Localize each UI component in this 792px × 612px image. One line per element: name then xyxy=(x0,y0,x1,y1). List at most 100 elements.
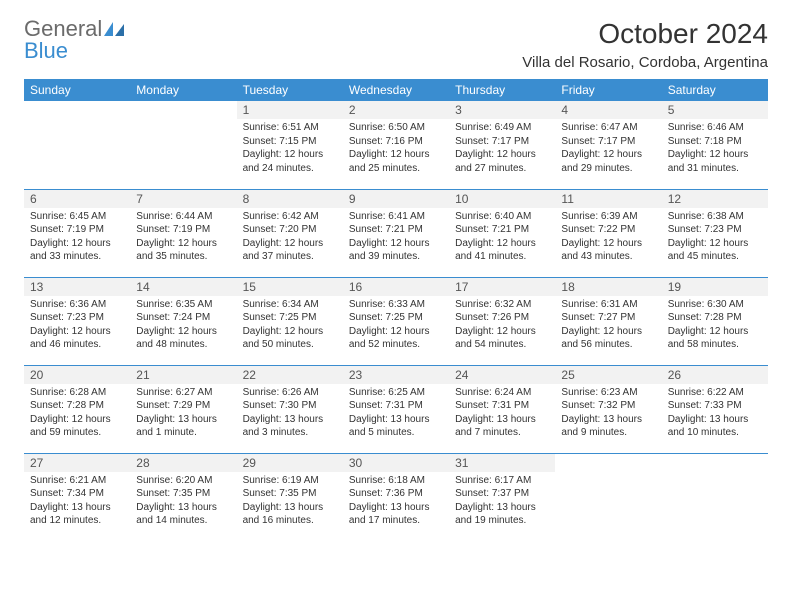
day-details: Sunrise: 6:23 AMSunset: 7:32 PMDaylight:… xyxy=(561,386,655,440)
weekday-header: Wednesday xyxy=(343,79,449,101)
calendar-cell: 15Sunrise: 6:34 AMSunset: 7:25 PMDayligh… xyxy=(237,277,343,365)
weekday-header: Monday xyxy=(130,79,236,101)
calendar-cell: 26Sunrise: 6:22 AMSunset: 7:33 PMDayligh… xyxy=(662,365,768,453)
day-details: Sunrise: 6:18 AMSunset: 7:36 PMDaylight:… xyxy=(349,474,443,528)
day-number: 11 xyxy=(555,190,661,208)
day-details: Sunrise: 6:51 AMSunset: 7:15 PMDaylight:… xyxy=(243,121,337,175)
calendar-cell: 2 Sunrise: 6:50 AMSunset: 7:16 PMDaylight… xyxy=(343,101,449,189)
day-details: Sunrise: 6:31 AMSunset: 7:27 PMDaylight:… xyxy=(561,298,655,352)
day-details: Sunrise: 6:40 AMSunset: 7:21 PMDaylight:… xyxy=(455,210,549,264)
calendar-cell: 11 Sunrise: 6:39 AMSunset: 7:22 PMDayligh… xyxy=(555,189,661,277)
day-number: 6 xyxy=(24,190,130,208)
day-number: 28 xyxy=(130,454,236,472)
calendar-week-row: 13Sunrise: 6:36 AMSunset: 7:23 PMDayligh… xyxy=(24,277,768,365)
day-details: Sunrise: 6:32 AMSunset: 7:26 PMDaylight:… xyxy=(455,298,549,352)
day-details: Sunrise: 6:19 AMSunset: 7:35 PMDaylight:… xyxy=(243,474,337,528)
day-details: Sunrise: 6:17 AMSunset: 7:37 PMDaylight:… xyxy=(455,474,549,528)
day-details: Sunrise: 6:41 AMSunset: 7:21 PMDaylight:… xyxy=(349,210,443,264)
day-details: Sunrise: 6:20 AMSunset: 7:35 PMDaylight:… xyxy=(136,474,230,528)
day-number: 12 xyxy=(662,190,768,208)
calendar-table: SundayMondayTuesdayWednesdayThursdayFrid… xyxy=(24,79,768,541)
day-details: Sunrise: 6:35 AMSunset: 7:24 PMDaylight:… xyxy=(136,298,230,352)
day-number: 22 xyxy=(237,366,343,384)
day-number: 7 xyxy=(130,190,236,208)
weekday-header: Thursday xyxy=(449,79,555,101)
day-number: 13 xyxy=(24,278,130,296)
day-number: 23 xyxy=(343,366,449,384)
day-number: 16 xyxy=(343,278,449,296)
day-details: Sunrise: 6:26 AMSunset: 7:30 PMDaylight:… xyxy=(243,386,337,440)
calendar-cell xyxy=(130,101,236,189)
weekday-header: Saturday xyxy=(662,79,768,101)
calendar-cell xyxy=(24,101,130,189)
calendar-cell: 12 Sunrise: 6:38 AMSunset: 7:23 PMDayligh… xyxy=(662,189,768,277)
day-details: Sunrise: 6:39 AMSunset: 7:22 PMDaylight:… xyxy=(561,210,655,264)
day-details: Sunrise: 6:50 AMSunset: 7:16 PMDaylight:… xyxy=(349,121,443,175)
calendar-cell: 13Sunrise: 6:36 AMSunset: 7:23 PMDayligh… xyxy=(24,277,130,365)
calendar-cell: 8 Sunrise: 6:42 AMSunset: 7:20 PMDaylight… xyxy=(237,189,343,277)
calendar-cell: 14 Sunrise: 6:35 AMSunset: 7:24 PMDayligh… xyxy=(130,277,236,365)
day-number: 5 xyxy=(662,101,768,119)
day-details: Sunrise: 6:47 AMSunset: 7:17 PMDaylight:… xyxy=(561,121,655,175)
calendar-cell: 6 Sunrise: 6:45 AMSunset: 7:19 PMDaylight… xyxy=(24,189,130,277)
day-details: Sunrise: 6:27 AMSunset: 7:29 PMDaylight:… xyxy=(136,386,230,440)
calendar-cell: 31Sunrise: 6:17 AMSunset: 7:37 PMDayligh… xyxy=(449,453,555,541)
calendar-week-row: 20 Sunrise: 6:28 AMSunset: 7:28 PMDayligh… xyxy=(24,365,768,453)
day-number: 18 xyxy=(555,278,661,296)
day-details: Sunrise: 6:45 AMSunset: 7:19 PMDaylight:… xyxy=(30,210,124,264)
day-number: 27 xyxy=(24,454,130,472)
header: General Blue October 2024 Villa del Rosa… xyxy=(24,18,768,71)
day-details: Sunrise: 6:42 AMSunset: 7:20 PMDaylight:… xyxy=(243,210,337,264)
calendar-cell: 29 Sunrise: 6:19 AMSunset: 7:35 PMDayligh… xyxy=(237,453,343,541)
calendar-cell: 7 Sunrise: 6:44 AMSunset: 7:19 PMDaylight… xyxy=(130,189,236,277)
calendar-cell: 17 Sunrise: 6:32 AMSunset: 7:26 PMDayligh… xyxy=(449,277,555,365)
location: Villa del Rosario, Cordoba, Argentina xyxy=(522,54,768,71)
day-details: Sunrise: 6:44 AMSunset: 7:19 PMDaylight:… xyxy=(136,210,230,264)
weekday-header-row: SundayMondayTuesdayWednesdayThursdayFrid… xyxy=(24,79,768,101)
calendar-cell: 4Sunrise: 6:47 AMSunset: 7:17 PMDaylight… xyxy=(555,101,661,189)
day-number: 30 xyxy=(343,454,449,472)
day-number: 14 xyxy=(130,278,236,296)
calendar-week-row: 1Sunrise: 6:51 AMSunset: 7:15 PMDaylight… xyxy=(24,101,768,189)
day-number: 19 xyxy=(662,278,768,296)
day-details: Sunrise: 6:30 AMSunset: 7:28 PMDaylight:… xyxy=(668,298,762,352)
calendar-week-row: 27 Sunrise: 6:21 AMSunset: 7:34 PMDayligh… xyxy=(24,453,768,541)
brand-logo: General Blue xyxy=(24,18,124,62)
weekday-header: Tuesday xyxy=(237,79,343,101)
day-details: Sunrise: 6:25 AMSunset: 7:31 PMDaylight:… xyxy=(349,386,443,440)
day-details: Sunrise: 6:28 AMSunset: 7:28 PMDaylight:… xyxy=(30,386,124,440)
day-details: Sunrise: 6:38 AMSunset: 7:23 PMDaylight:… xyxy=(668,210,762,264)
calendar-cell: 9 Sunrise: 6:41 AMSunset: 7:21 PMDaylight… xyxy=(343,189,449,277)
day-number: 15 xyxy=(237,278,343,296)
day-details: Sunrise: 6:33 AMSunset: 7:25 PMDaylight:… xyxy=(349,298,443,352)
day-number: 24 xyxy=(449,366,555,384)
day-number: 17 xyxy=(449,278,555,296)
calendar-cell: 10 Sunrise: 6:40 AMSunset: 7:21 PMDayligh… xyxy=(449,189,555,277)
calendar-cell: 18 Sunrise: 6:31 AMSunset: 7:27 PMDayligh… xyxy=(555,277,661,365)
day-number: 10 xyxy=(449,190,555,208)
sail-icon xyxy=(104,18,124,40)
day-number: 25 xyxy=(555,366,661,384)
calendar-cell xyxy=(555,453,661,541)
day-number: 8 xyxy=(237,190,343,208)
day-number: 20 xyxy=(24,366,130,384)
day-number: 2 xyxy=(343,101,449,119)
calendar-week-row: 6 Sunrise: 6:45 AMSunset: 7:19 PMDaylight… xyxy=(24,189,768,277)
calendar-cell: 27 Sunrise: 6:21 AMSunset: 7:34 PMDayligh… xyxy=(24,453,130,541)
day-number: 9 xyxy=(343,190,449,208)
weekday-header: Sunday xyxy=(24,79,130,101)
day-details: Sunrise: 6:49 AMSunset: 7:17 PMDaylight:… xyxy=(455,121,549,175)
calendar-cell: 30 Sunrise: 6:18 AMSunset: 7:36 PMDayligh… xyxy=(343,453,449,541)
brand-part2: Blue xyxy=(24,38,68,63)
day-details: Sunrise: 6:21 AMSunset: 7:34 PMDaylight:… xyxy=(30,474,124,528)
calendar-cell: 25 Sunrise: 6:23 AMSunset: 7:32 PMDayligh… xyxy=(555,365,661,453)
calendar-cell: 24Sunrise: 6:24 AMSunset: 7:31 PMDayligh… xyxy=(449,365,555,453)
day-details: Sunrise: 6:46 AMSunset: 7:18 PMDaylight:… xyxy=(668,121,762,175)
day-number: 26 xyxy=(662,366,768,384)
calendar-cell: 19 Sunrise: 6:30 AMSunset: 7:28 PMDayligh… xyxy=(662,277,768,365)
weekday-header: Friday xyxy=(555,79,661,101)
calendar-cell: 1Sunrise: 6:51 AMSunset: 7:15 PMDaylight… xyxy=(237,101,343,189)
day-number: 29 xyxy=(237,454,343,472)
calendar-cell: 5 Sunrise: 6:46 AMSunset: 7:18 PMDaylight… xyxy=(662,101,768,189)
day-number: 3 xyxy=(449,101,555,119)
